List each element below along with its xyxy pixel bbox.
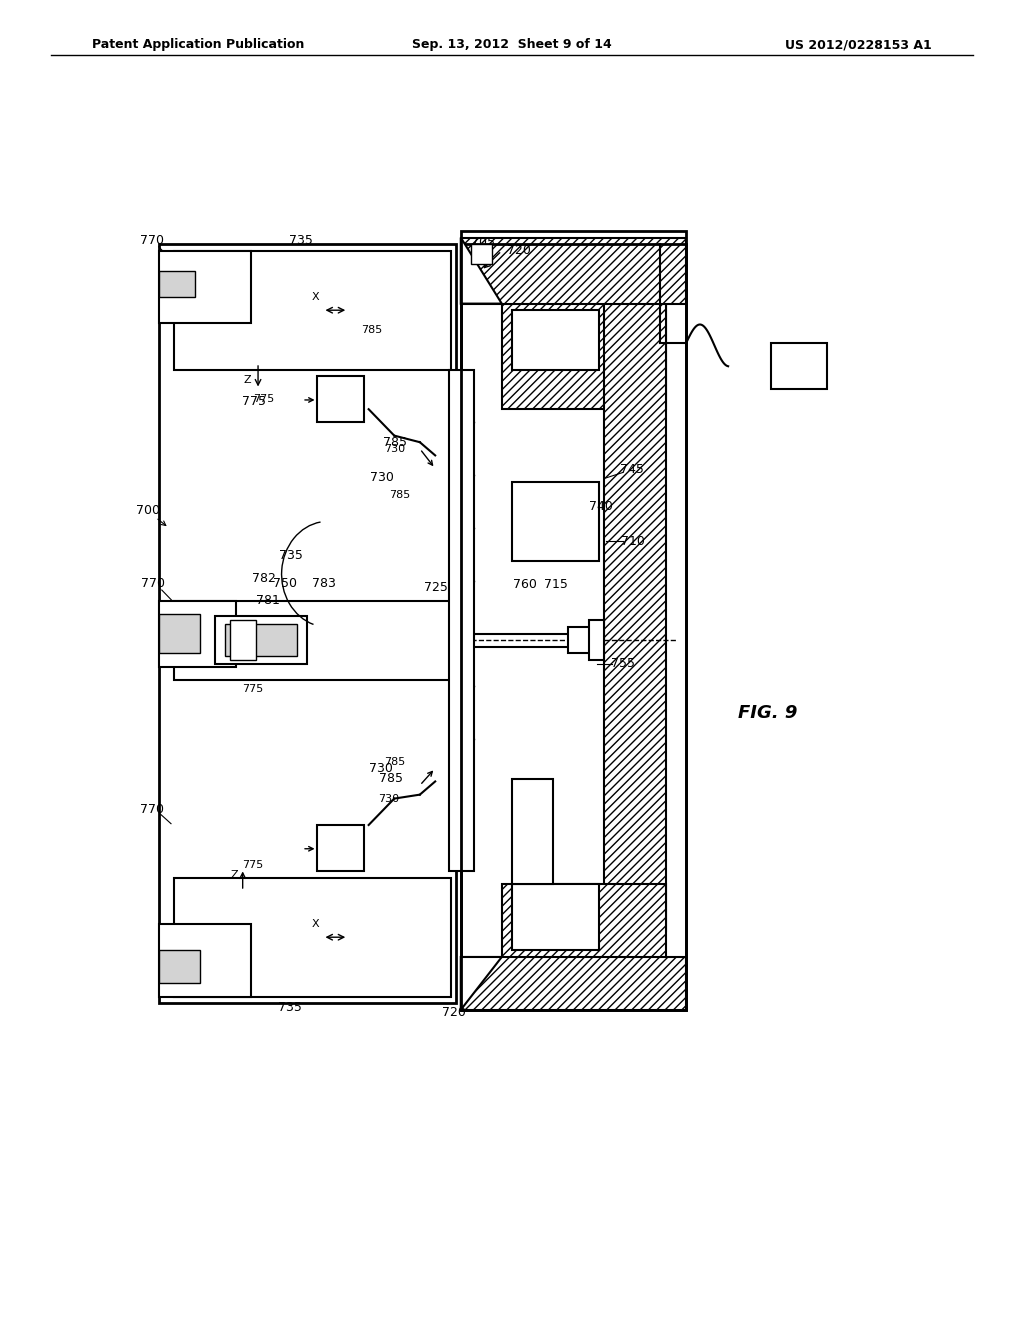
Text: Z: Z <box>244 375 252 385</box>
Bar <box>174 601 451 680</box>
Text: 730: 730 <box>379 793 399 804</box>
Bar <box>159 924 251 997</box>
Text: 300: 300 <box>786 360 812 374</box>
Bar <box>159 614 200 653</box>
Text: 782: 782 <box>252 572 276 585</box>
Bar <box>225 624 297 656</box>
Text: 775: 775 <box>243 859 263 870</box>
Bar <box>604 271 666 931</box>
Text: 785: 785 <box>361 325 382 335</box>
Bar <box>461 231 686 1010</box>
Bar <box>512 779 553 884</box>
Bar <box>230 620 256 660</box>
Text: 740: 740 <box>589 500 613 513</box>
Text: 780: 780 <box>331 395 350 405</box>
Text: 735: 735 <box>289 234 313 247</box>
Bar <box>317 825 364 871</box>
Text: 705: 705 <box>471 236 496 249</box>
Bar <box>589 620 604 660</box>
Text: Z: Z <box>230 870 239 880</box>
Bar <box>461 957 686 1010</box>
Text: 735: 735 <box>279 549 303 562</box>
Bar <box>159 601 236 667</box>
Text: 775: 775 <box>243 684 263 694</box>
Bar <box>174 878 451 997</box>
Text: 730: 730 <box>370 471 394 484</box>
Text: 780: 780 <box>336 393 354 404</box>
Text: Sep. 13, 2012  Sheet 9 of 14: Sep. 13, 2012 Sheet 9 of 14 <box>412 38 612 51</box>
Text: 730: 730 <box>384 444 404 454</box>
Text: 783: 783 <box>311 577 336 590</box>
Text: X: X <box>311 919 319 929</box>
Text: 710: 710 <box>621 535 645 548</box>
Bar <box>502 884 666 990</box>
Bar <box>512 482 599 561</box>
Text: 750: 750 <box>272 577 297 590</box>
Text: FIG. 9: FIG. 9 <box>738 704 798 722</box>
Bar <box>174 251 451 370</box>
Text: 760: 760 <box>513 578 538 591</box>
Text: 781: 781 <box>256 594 281 607</box>
Text: 775: 775 <box>242 395 266 408</box>
Text: 770: 770 <box>140 577 165 590</box>
Text: 785: 785 <box>384 756 404 767</box>
Text: 700: 700 <box>136 504 161 517</box>
Text: 715: 715 <box>544 578 568 591</box>
Bar <box>512 310 599 370</box>
Bar <box>449 370 474 871</box>
Text: 780: 780 <box>331 843 350 854</box>
Bar <box>159 950 200 983</box>
Bar <box>568 627 594 653</box>
Text: 780: 780 <box>336 842 354 853</box>
Bar <box>159 271 195 297</box>
Text: 785: 785 <box>379 772 403 785</box>
Text: 720: 720 <box>507 244 531 257</box>
Bar <box>502 251 666 409</box>
Polygon shape <box>461 238 502 304</box>
Text: 735: 735 <box>278 1001 302 1014</box>
Text: 770: 770 <box>139 803 164 816</box>
Text: 745: 745 <box>620 463 644 477</box>
Text: Patent Application Publication: Patent Application Publication <box>92 38 304 51</box>
Text: 725: 725 <box>424 581 449 594</box>
Text: 785: 785 <box>389 490 410 500</box>
Text: 785: 785 <box>383 436 408 449</box>
Bar <box>159 251 251 323</box>
Bar <box>471 244 492 264</box>
Text: X: X <box>311 292 319 302</box>
Text: US 2012/0228153 A1: US 2012/0228153 A1 <box>785 38 932 51</box>
Bar <box>771 343 827 389</box>
Bar <box>461 244 686 1010</box>
Bar <box>159 244 456 1003</box>
Bar <box>215 616 307 664</box>
Text: 775: 775 <box>254 393 274 404</box>
Bar <box>317 376 364 422</box>
Text: 770: 770 <box>139 234 164 247</box>
Text: 755: 755 <box>610 657 635 671</box>
Polygon shape <box>461 957 502 1010</box>
Bar <box>512 884 599 950</box>
Bar <box>461 238 686 304</box>
Text: 720: 720 <box>441 1006 466 1019</box>
Text: 730: 730 <box>369 762 393 775</box>
